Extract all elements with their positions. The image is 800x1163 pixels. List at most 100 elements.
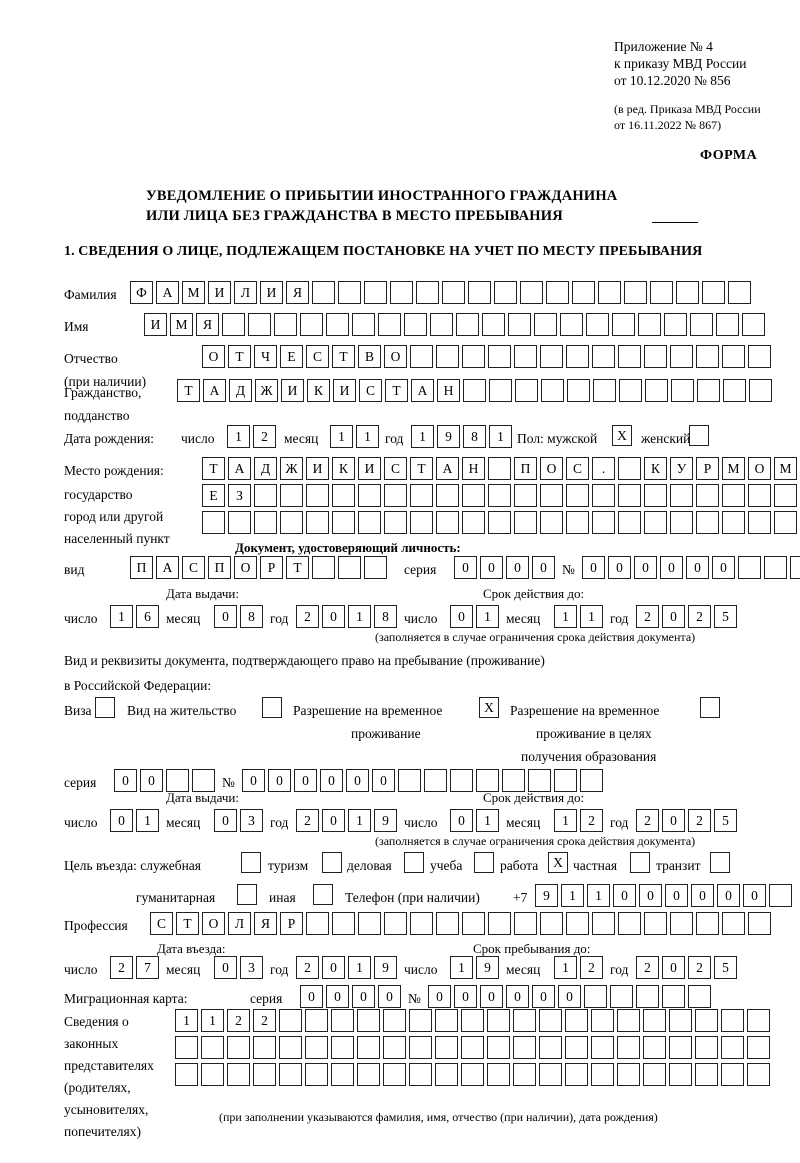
char-cell[interactable]: Л: [234, 281, 257, 304]
char-cell[interactable]: [554, 769, 577, 792]
char-cell[interactable]: [248, 313, 271, 336]
char-cell[interactable]: [430, 313, 453, 336]
char-cell[interactable]: И: [260, 281, 283, 304]
char-cell[interactable]: [488, 912, 511, 935]
char-cell[interactable]: 0: [450, 809, 473, 832]
char-cell[interactable]: 0: [320, 769, 343, 792]
char-cell[interactable]: [722, 345, 745, 368]
char-cell[interactable]: [306, 511, 329, 534]
char-cell[interactable]: [384, 912, 407, 935]
char-cell[interactable]: [410, 345, 433, 368]
char-cell[interactable]: 0: [743, 884, 766, 907]
char-cell[interactable]: [566, 345, 589, 368]
char-cell[interactable]: [721, 1036, 744, 1059]
char-cell[interactable]: 0: [322, 809, 345, 832]
char-cell[interactable]: [513, 1063, 536, 1086]
char-cell[interactable]: [662, 985, 685, 1008]
char-cell[interactable]: [513, 1036, 536, 1059]
char-cell[interactable]: [436, 345, 459, 368]
char-cell[interactable]: П: [514, 457, 537, 480]
char-cell[interactable]: 0: [634, 556, 657, 579]
char-cell[interactable]: [539, 1063, 562, 1086]
char-cell[interactable]: [618, 511, 641, 534]
char-cell[interactable]: Н: [462, 457, 485, 480]
purpose-transit-checkbox[interactable]: [710, 852, 730, 873]
char-cell[interactable]: [748, 912, 771, 935]
char-cell[interactable]: [610, 985, 633, 1008]
char-cell[interactable]: [669, 1009, 692, 1032]
char-cell[interactable]: [728, 281, 751, 304]
char-cell[interactable]: [305, 1036, 328, 1059]
char-cell[interactable]: [696, 484, 719, 507]
char-cell[interactable]: [546, 281, 569, 304]
char-cell[interactable]: 1: [580, 605, 603, 628]
char-cell[interactable]: [644, 345, 667, 368]
residence-permit-checkbox[interactable]: [262, 697, 282, 718]
char-cell[interactable]: 0: [582, 556, 605, 579]
char-cell[interactable]: А: [228, 457, 251, 480]
char-cell[interactable]: [383, 1036, 406, 1059]
char-cell[interactable]: 2: [580, 956, 603, 979]
char-cell[interactable]: 0: [506, 556, 529, 579]
char-cell[interactable]: [598, 281, 621, 304]
char-cell[interactable]: [442, 281, 465, 304]
char-cell[interactable]: 9: [374, 956, 397, 979]
char-cell[interactable]: 9: [437, 425, 460, 448]
purpose-service-checkbox[interactable]: [241, 852, 261, 873]
char-cell[interactable]: [378, 313, 401, 336]
char-cell[interactable]: [764, 556, 787, 579]
char-cell[interactable]: [669, 1063, 692, 1086]
char-cell[interactable]: 0: [300, 985, 323, 1008]
char-cell[interactable]: [738, 556, 761, 579]
char-cell[interactable]: 0: [608, 556, 631, 579]
char-cell[interactable]: [462, 345, 485, 368]
char-cell[interactable]: [624, 281, 647, 304]
char-cell[interactable]: [383, 1009, 406, 1032]
char-cell[interactable]: [312, 556, 335, 579]
char-cell[interactable]: 9: [535, 884, 558, 907]
char-cell[interactable]: 1: [554, 809, 577, 832]
char-cell[interactable]: А: [203, 379, 226, 402]
char-cell[interactable]: [279, 1063, 302, 1086]
char-cell[interactable]: [357, 1063, 380, 1086]
char-cell[interactable]: [357, 1009, 380, 1032]
char-cell[interactable]: 0: [454, 985, 477, 1008]
char-cell[interactable]: С: [359, 379, 382, 402]
char-cell[interactable]: [410, 912, 433, 935]
legal-row-3[interactable]: [175, 1063, 773, 1086]
visa-checkbox[interactable]: [95, 697, 115, 718]
char-cell[interactable]: 0: [268, 769, 291, 792]
char-cell[interactable]: Ф: [130, 281, 153, 304]
char-cell[interactable]: [572, 281, 595, 304]
char-cell[interactable]: Р: [280, 912, 303, 935]
char-cell[interactable]: [618, 912, 641, 935]
char-cell[interactable]: [254, 511, 277, 534]
char-cell[interactable]: [540, 912, 563, 935]
char-cell[interactable]: [331, 1009, 354, 1032]
char-cell[interactable]: [702, 281, 725, 304]
char-cell[interactable]: 0: [346, 769, 369, 792]
char-cell[interactable]: С: [566, 457, 589, 480]
char-cell[interactable]: 0: [326, 985, 349, 1008]
char-cell[interactable]: С: [150, 912, 173, 935]
char-cell[interactable]: 1: [201, 1009, 224, 1032]
char-cell[interactable]: [175, 1063, 198, 1086]
char-cell[interactable]: 2: [110, 956, 133, 979]
char-cell[interactable]: [384, 511, 407, 534]
char-cell[interactable]: 5: [714, 956, 737, 979]
purpose-other-checkbox[interactable]: [313, 884, 333, 905]
char-cell[interactable]: 1: [554, 605, 577, 628]
char-cell[interactable]: 2: [688, 809, 711, 832]
char-cell[interactable]: [695, 1036, 718, 1059]
